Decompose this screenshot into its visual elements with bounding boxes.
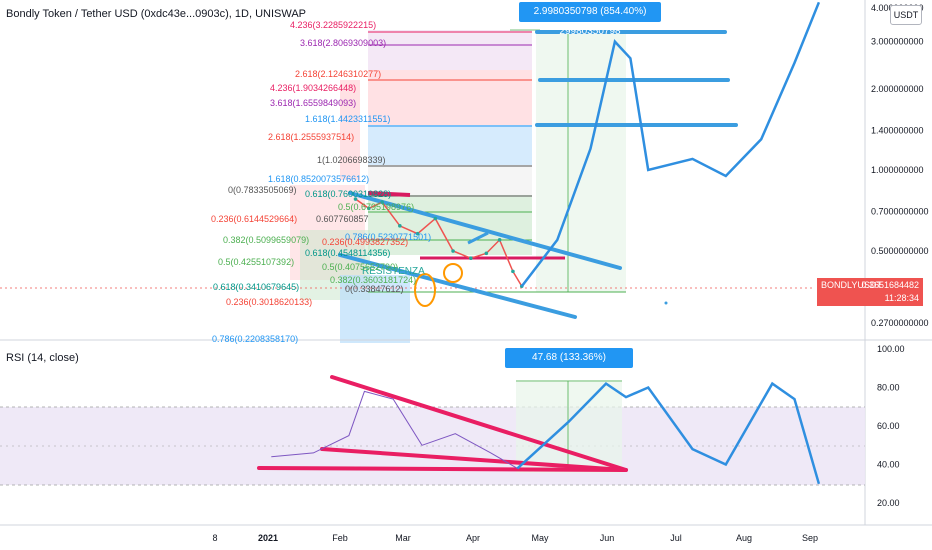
price-line	[355, 198, 523, 287]
fib-level-label: 0.236(0.6144529664)	[211, 214, 297, 224]
price-badge-countdown: 11:28:34	[884, 293, 919, 303]
fib-level-label: 4.236(3.2285922215)	[290, 20, 376, 30]
price-point	[380, 200, 384, 204]
price-badge-value: 0.3651684482	[861, 280, 919, 290]
time-tick: 8	[212, 533, 217, 543]
time-tick: Jul	[670, 533, 682, 543]
price-badge-symbol: BONDLYUSDT	[821, 280, 882, 290]
rsi-projection-line	[516, 381, 821, 485]
time-tick: May	[531, 533, 549, 543]
price-point	[367, 206, 371, 211]
fib-level-label: 3.618(1.6559849093)	[270, 98, 356, 108]
price-point	[469, 256, 473, 261]
fib-level-label: 0.618(0.4548114356)	[305, 248, 390, 258]
fib-level-label: 1.618(1.4423311551)	[305, 114, 390, 124]
price-tick: 3.000000000	[871, 37, 924, 47]
time-axis: 8 2021 Feb Mar Apr May Jun Jul Aug Sep	[212, 533, 818, 543]
price-tick: 0.7000000000	[871, 207, 929, 217]
fib-level-label: 0.382(0.3603181724)	[330, 275, 416, 285]
fib-level-label: 0.618(0.7600310828)	[305, 189, 391, 199]
price-projection	[520, 1, 821, 287]
rsi-projection	[516, 381, 821, 485]
price-badge: BONDLYUSDT 0.3651684482 11:28:34	[817, 278, 923, 306]
measure-tooltip: 2.9980350798 (854.40%) 29980350798	[519, 2, 661, 37]
price-point	[433, 216, 438, 221]
rsi-tick: 20.00	[877, 498, 900, 508]
fib-level-label: 1.618(0.8520073576612)	[268, 174, 369, 184]
resistance-annotation: RESISTENZA	[362, 266, 425, 277]
price-tick: 2.000000000	[871, 84, 924, 94]
fib-level-label: 2.618(2.1246310277)	[295, 69, 381, 79]
rsi-drawings	[257, 375, 628, 472]
rsi-measure-tooltip: 47.68 (133.36%) 476820336508	[505, 348, 633, 383]
fib-level-label: 0.618(0.3410679645)	[213, 282, 299, 292]
rsi-title: RSI (14, close)	[6, 352, 79, 364]
fib-level-label: 3.618(2.8069309003)	[300, 38, 386, 48]
fib-level-label: 0.607760857	[316, 214, 369, 224]
price-point	[497, 238, 502, 242]
fib-level-label: 0.382(0.5099659079)	[223, 235, 309, 245]
fib-labels: 4.236(3.2285922215) 3.618(2.8069309003) 2.…	[211, 20, 431, 344]
fib-level-label: 0.786(0.2208358170)	[212, 334, 298, 344]
rsi-tick: 60.00	[877, 421, 900, 431]
fib-level-label: 2.618(1.2555937514)	[268, 132, 354, 142]
price-series	[353, 197, 524, 288]
fib-level-label: 4.236(1.9034266448)	[270, 83, 356, 93]
rsi-axis: 100.00 80.00 60.00 40.00 20.00	[877, 344, 905, 508]
fib-level-label: 0.5(0.4255107392)	[218, 257, 294, 267]
fib-level-label: 0.236(0.4993827352)	[322, 237, 408, 247]
price-point	[484, 251, 489, 256]
time-tick: Jun	[600, 533, 615, 543]
chart-title: Bondly Token / Tether USD (0xdc43e...090…	[6, 8, 306, 20]
time-tick: Mar	[395, 533, 411, 543]
time-tick: Aug	[736, 533, 752, 543]
time-tick: Feb	[332, 533, 348, 543]
rsi-tick: 100.00	[877, 344, 905, 354]
fib-level-label: 1(1.0206698339)	[317, 155, 386, 165]
time-tick: Apr	[466, 533, 480, 543]
currency-button[interactable]: USDT	[890, 5, 922, 25]
fib-level-label: 0.5(0.6795198976)	[338, 202, 414, 212]
price-point	[398, 224, 402, 228]
fib-zones	[0, 29, 815, 343]
time-tick: 2021	[258, 533, 278, 543]
fib-level-label: 0.236(0.3018620133)	[226, 297, 312, 307]
price-tick: 1.400000000	[871, 126, 924, 136]
rsi-tick: 40.00	[877, 460, 900, 470]
fib-level-label: 0.5(0.4075652790)	[322, 262, 398, 272]
price-point	[451, 249, 455, 253]
fib-level-label: 0(0.7833505069)	[228, 185, 297, 195]
price-point	[415, 231, 420, 236]
price-tick: 1.000000000	[871, 165, 924, 175]
time-tick: Sep	[802, 533, 818, 543]
fib-level-label: 0.786(0.5230771501)	[345, 232, 431, 242]
price-tick: 0.5000000000	[871, 246, 929, 256]
fib-level-label: 0(0.33847612)	[345, 284, 404, 294]
price-point	[511, 269, 515, 274]
price-point	[353, 197, 358, 201]
rsi-tick: 80.00	[877, 383, 900, 393]
price-tick: 0.2700000000	[871, 318, 929, 328]
